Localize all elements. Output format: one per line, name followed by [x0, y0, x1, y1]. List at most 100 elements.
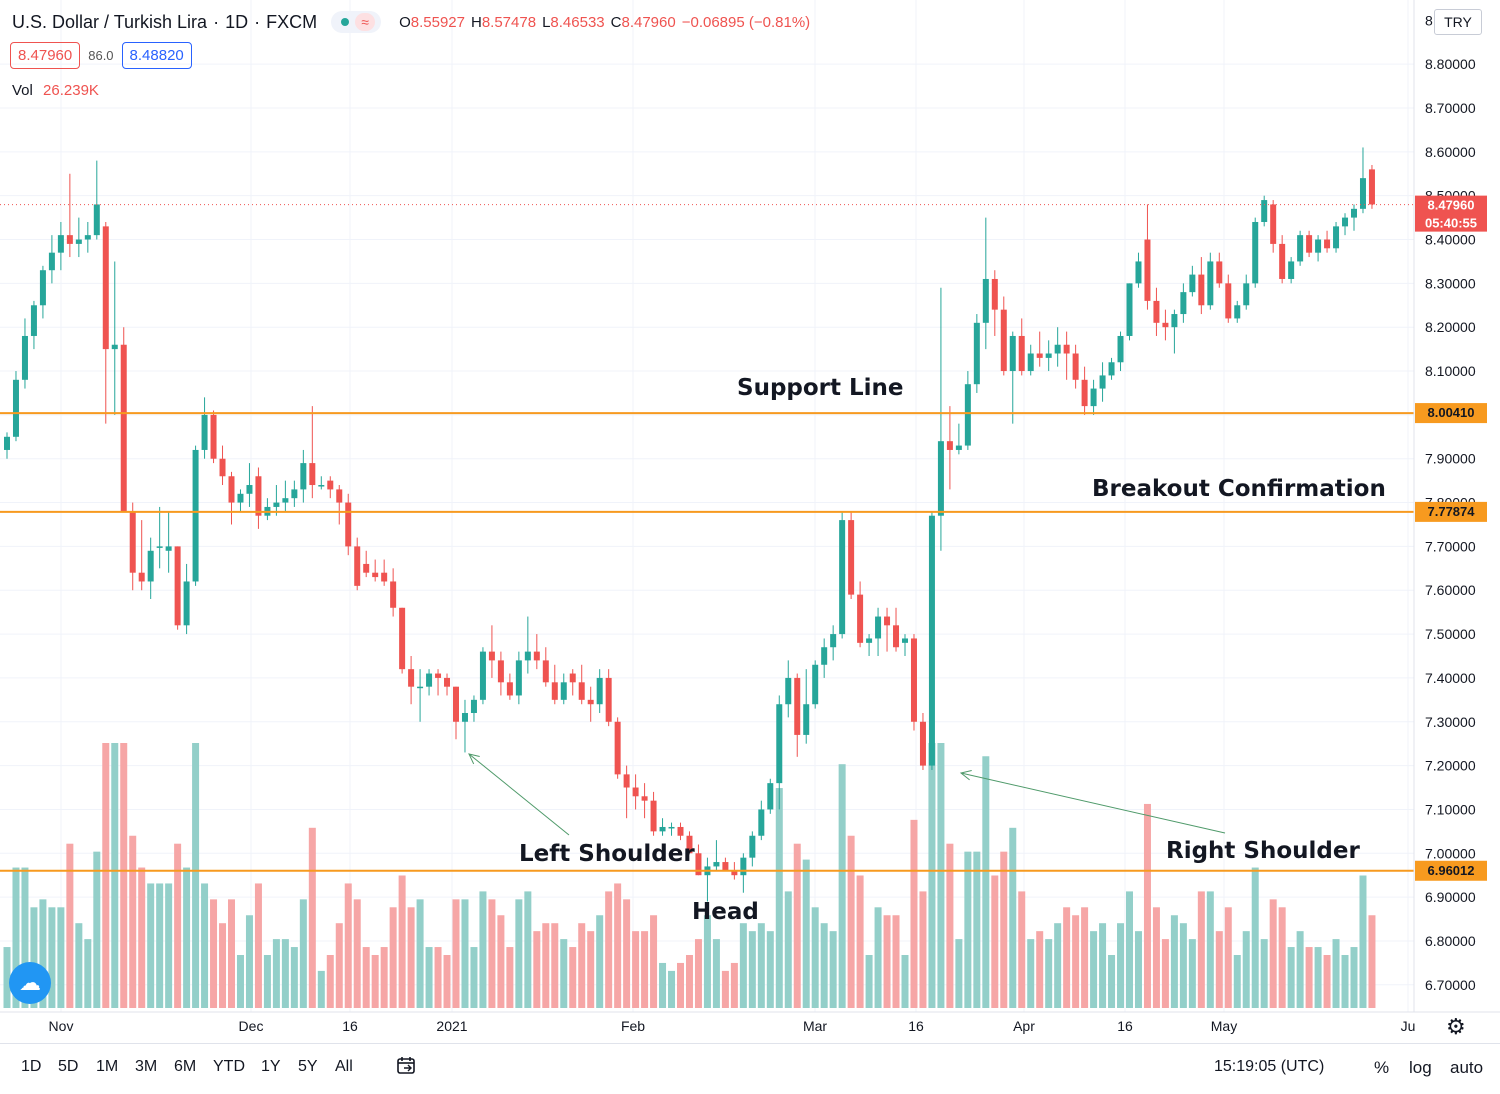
candle-down	[605, 677, 612, 722]
time-tick-label: 2021	[436, 1018, 467, 1034]
volume-bar	[1072, 915, 1080, 1008]
volume-bar	[775, 788, 783, 1008]
volume-bar	[434, 947, 442, 1008]
candle-up	[1342, 217, 1349, 227]
candle-up	[1252, 221, 1259, 284]
candle-down	[399, 607, 406, 670]
exchange-label[interactable]: FXCM	[266, 11, 318, 32]
candle-down	[506, 682, 513, 696]
time-tick-label: Apr	[1013, 1018, 1035, 1034]
candle-up	[830, 634, 837, 648]
percent-scale-button[interactable]: %	[1374, 1058, 1390, 1077]
range-1y-button[interactable]: 1Y	[261, 1058, 281, 1075]
candle-up	[426, 673, 433, 687]
range-1d-button[interactable]: 1D	[21, 1058, 42, 1075]
volume-bar	[317, 970, 325, 1008]
volume-bar	[1134, 931, 1142, 1008]
symbol-name[interactable]: U.S. Dollar / Turkish Lira	[12, 11, 208, 32]
buy-button[interactable]: 8.48820	[121, 42, 192, 69]
volume-bar	[1260, 939, 1268, 1008]
candle-up	[596, 677, 603, 705]
price-tick-label: 7.10000	[1425, 801, 1476, 817]
volume-bar	[784, 891, 792, 1008]
range-5d-button[interactable]: 5D	[58, 1058, 79, 1075]
settings-gear-icon[interactable]: ⚙	[1446, 1014, 1466, 1039]
candle-down	[722, 862, 729, 871]
support-line-label[interactable]: Support Line	[737, 375, 904, 401]
left-shoulder-label[interactable]: Left Shoulder	[519, 841, 695, 867]
range-3m-button[interactable]: 3M	[135, 1058, 158, 1075]
go-to-date-calendar-icon[interactable]	[396, 1055, 416, 1075]
range-6m-button[interactable]: 6M	[174, 1058, 197, 1075]
sell-button[interactable]: 8.47960	[10, 42, 81, 69]
volume-bar	[1251, 867, 1259, 1008]
volume-bar	[739, 923, 747, 1008]
volume-bar	[892, 915, 900, 1008]
candle-up	[1288, 261, 1295, 279]
tradingview-logo-icon[interactable]: ☁	[9, 962, 51, 1004]
candle-down	[1162, 322, 1169, 328]
annotation-arrow-line[interactable]	[960, 772, 1226, 834]
horizontal-levels[interactable]	[0, 204, 1414, 872]
volume-bar	[694, 939, 702, 1008]
volume-bar	[1368, 915, 1376, 1008]
candle-down	[1036, 353, 1043, 358]
candle-up	[84, 235, 91, 240]
range-ytd-button[interactable]: YTD	[213, 1058, 245, 1075]
last-price-label-bg	[1415, 195, 1487, 232]
range-5y-button[interactable]: 5Y	[298, 1058, 318, 1075]
candle-down	[1081, 379, 1088, 407]
candle-up	[192, 449, 199, 582]
clock-readout[interactable]: 15:19:05 (UTC)	[1214, 1058, 1325, 1075]
price-chart[interactable]: 8.800008.700008.600008.500008.400008.300…	[0, 0, 1500, 1043]
price-tick-label: 8.40000	[1425, 232, 1476, 248]
candle-up	[1045, 353, 1052, 358]
candle-down	[1216, 261, 1223, 284]
candle-down	[210, 414, 217, 459]
candle-up	[282, 498, 289, 503]
range-all-button[interactable]: All	[335, 1058, 353, 1075]
volume-bar	[75, 923, 83, 1008]
volume-bar	[1000, 851, 1008, 1008]
breakout-confirmation-label[interactable]: Breakout Confirmation	[1092, 476, 1386, 502]
volume-bar	[1045, 939, 1053, 1008]
annotation-arrow-line[interactable]	[468, 753, 570, 836]
candle-down	[255, 476, 262, 516]
candle-down	[1153, 300, 1160, 323]
candle-up	[1126, 283, 1133, 336]
annotation-arrows[interactable]	[468, 753, 1226, 836]
range-1m-button[interactable]: 1M	[96, 1058, 119, 1075]
volume-bar	[712, 939, 720, 1008]
candle-up	[165, 546, 172, 551]
time-tick-label: Dec	[239, 1018, 264, 1034]
volume-bar	[156, 883, 164, 1008]
candle-down	[1368, 169, 1375, 205]
candle-up	[417, 686, 424, 689]
volume-bar	[659, 962, 667, 1008]
price-tick-label: 8.30000	[1425, 275, 1476, 291]
interval-label[interactable]: 1D	[225, 11, 249, 32]
time-tick-label: 16	[1117, 1018, 1133, 1034]
candle-up	[1351, 208, 1357, 218]
volume-bar	[147, 883, 155, 1008]
volume-bar	[416, 899, 424, 1008]
head-label[interactable]: Head	[692, 899, 759, 925]
volume-bar	[838, 764, 846, 1008]
auto-scale-button[interactable]: auto	[1450, 1058, 1484, 1077]
log-scale-button[interactable]: log	[1409, 1058, 1432, 1077]
price-tick-label: 8.80000	[1425, 56, 1476, 72]
volume-bar	[1242, 931, 1250, 1008]
right-shoulder-label[interactable]: Right Shoulder	[1166, 838, 1360, 864]
volume-bar	[389, 907, 397, 1008]
status-pill[interactable]: ≈	[331, 11, 382, 33]
volume-bar	[326, 955, 334, 1008]
candle-up	[1090, 388, 1097, 407]
candle-up	[291, 489, 298, 499]
currency-badge[interactable]: TRY	[1434, 9, 1482, 35]
candle-down	[641, 796, 648, 801]
volume-legend[interactable]: Vol 26.239K	[12, 82, 99, 99]
candle-down	[363, 563, 370, 573]
candle-up	[318, 485, 325, 487]
volume-value: 26.239K	[43, 82, 99, 99]
candle-up	[982, 278, 989, 323]
